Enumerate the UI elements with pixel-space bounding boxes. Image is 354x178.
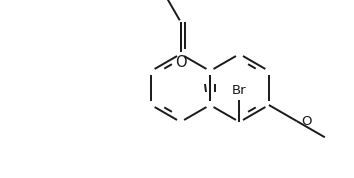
Text: O: O [301, 115, 312, 128]
Text: O: O [175, 55, 186, 70]
Text: Br: Br [232, 84, 247, 97]
